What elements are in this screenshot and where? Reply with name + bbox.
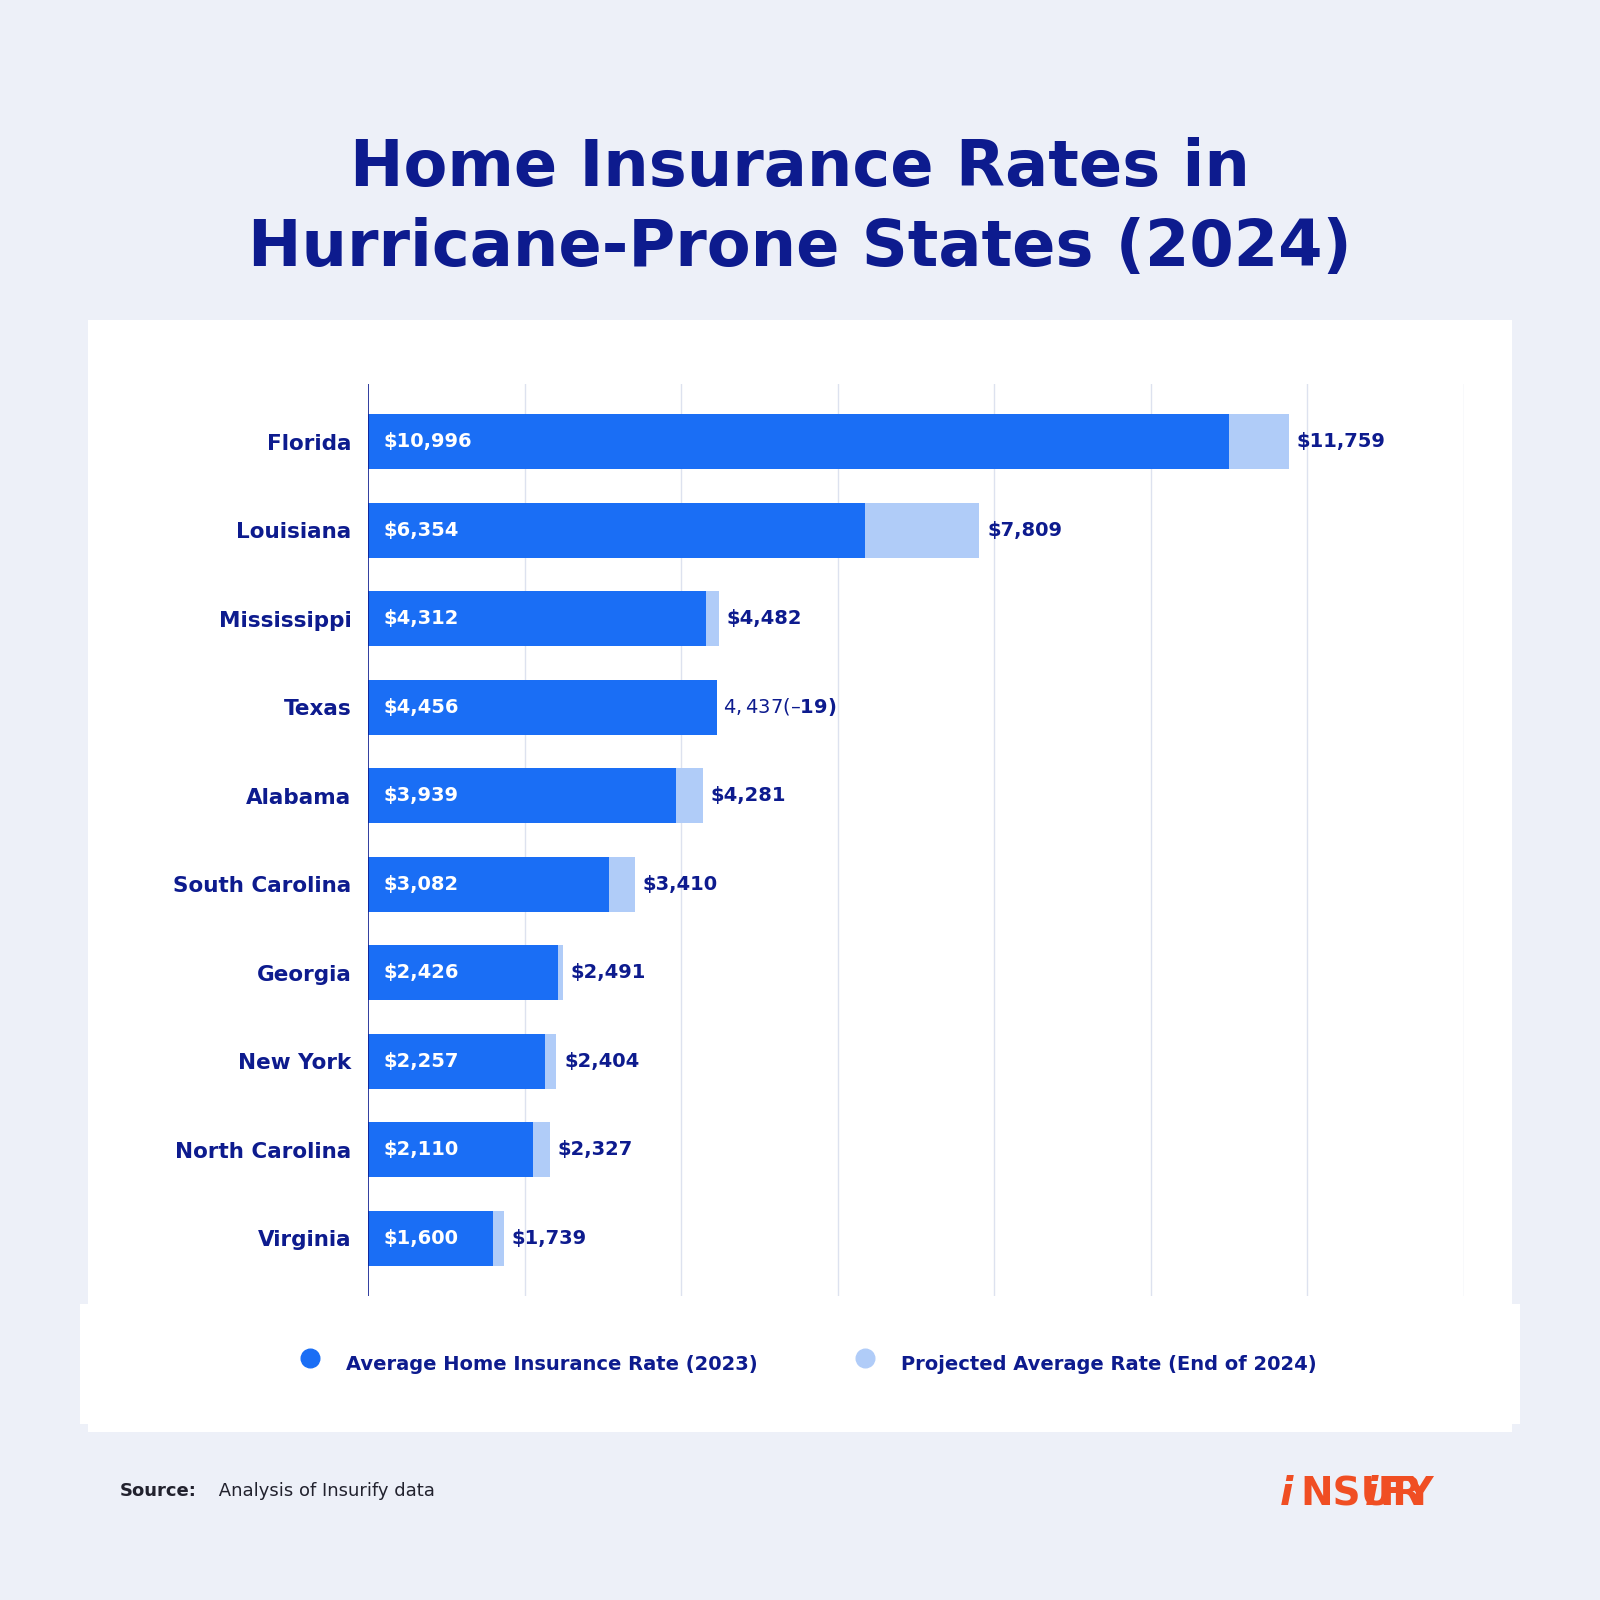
Text: $1,739: $1,739 [512, 1229, 587, 1248]
Text: $4,482: $4,482 [726, 610, 802, 629]
Bar [368, 414, 1229, 469]
Text: $2,327: $2,327 [558, 1141, 634, 1160]
Text: $3,082: $3,082 [384, 875, 459, 894]
Bar [368, 590, 718, 646]
FancyBboxPatch shape [67, 304, 1533, 1448]
Text: $3,939: $3,939 [384, 786, 459, 805]
Bar [368, 502, 979, 557]
Bar [368, 768, 677, 822]
Bar [368, 1034, 557, 1090]
Bar [368, 680, 717, 734]
Text: $2,491: $2,491 [571, 963, 646, 982]
Text: $4,437 (–$19): $4,437 (–$19) [723, 696, 837, 718]
Text: NSUR: NSUR [1301, 1475, 1422, 1514]
Bar [368, 680, 715, 734]
Text: Projected Average Rate (End of 2024): Projected Average Rate (End of 2024) [901, 1355, 1317, 1373]
Bar [368, 414, 1288, 469]
Bar [368, 946, 563, 1000]
Bar [368, 502, 866, 557]
Text: $2,404: $2,404 [565, 1051, 640, 1070]
Bar [368, 590, 706, 646]
Bar [368, 1123, 550, 1178]
Text: $4,312: $4,312 [384, 610, 459, 629]
Text: $4,281: $4,281 [710, 786, 787, 805]
Text: $4,456: $4,456 [384, 698, 459, 717]
Text: $3,410: $3,410 [643, 875, 718, 894]
Bar [368, 1211, 504, 1266]
Bar [368, 1034, 544, 1090]
Text: Home Insurance Rates in: Home Insurance Rates in [350, 138, 1250, 198]
Text: Source:: Source: [120, 1482, 197, 1501]
Text: i: i [1365, 1475, 1378, 1514]
Text: $7,809: $7,809 [987, 520, 1062, 539]
Bar [368, 858, 635, 912]
Text: Average Home Insurance Rate (2023): Average Home Insurance Rate (2023) [346, 1355, 758, 1373]
Bar [368, 946, 558, 1000]
Point [298, 1346, 323, 1371]
Text: $11,759: $11,759 [1296, 432, 1386, 451]
Text: Hurricane-Prone States (2024): Hurricane-Prone States (2024) [248, 218, 1352, 278]
Text: $6,354: $6,354 [384, 520, 459, 539]
Bar [368, 858, 610, 912]
Point [853, 1346, 878, 1371]
Bar [368, 768, 702, 822]
Text: $1,600: $1,600 [384, 1229, 459, 1248]
Text: FY: FY [1379, 1475, 1434, 1514]
Text: i: i [1280, 1475, 1293, 1514]
Bar [368, 1211, 493, 1266]
Text: $10,996: $10,996 [384, 432, 472, 451]
Bar [368, 1123, 533, 1178]
Text: $2,426: $2,426 [384, 963, 459, 982]
Text: Analysis of Insurify data: Analysis of Insurify data [213, 1482, 435, 1501]
Text: $2,110: $2,110 [384, 1141, 459, 1160]
Text: $2,257: $2,257 [384, 1051, 459, 1070]
